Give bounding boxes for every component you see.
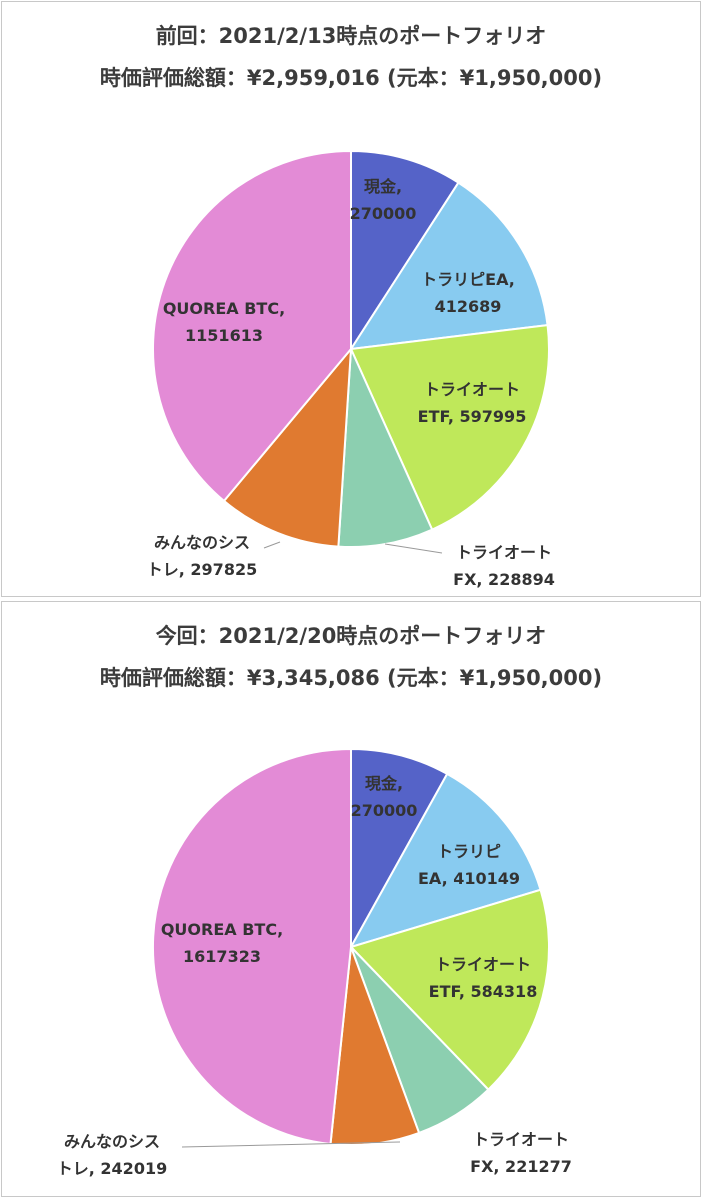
chart-panel-current: 今回：2021/2/20時点のポートフォリオ 時価評価総額：¥3,345,086…	[1, 601, 701, 1197]
data-label-line: トライオート	[456, 543, 552, 562]
data-label-line: 1617323	[183, 947, 261, 966]
data-label-line: 412689	[435, 297, 502, 316]
data-label-line: トラリピ	[437, 842, 501, 861]
data-label: トラリピ EA, 410149	[418, 842, 520, 888]
pie-slice	[350, 149, 460, 353]
data-label-line: QUOREA BTC,	[163, 299, 285, 318]
data-label-line: EA, 410149	[418, 869, 520, 888]
data-label: 現金, 270000	[350, 177, 417, 223]
chart-title: 前回：2021/2/13時点のポートフォリオ	[155, 24, 547, 48]
data-label-line: 1151613	[185, 326, 263, 345]
pie-chart-current: 現金, 270000 トラリピ EA, 410149 トライオート ETF, 584318…	[57, 747, 572, 1178]
pie-slice	[349, 323, 550, 531]
data-label-line: トライオート	[424, 380, 520, 399]
data-label-line: トライオート	[473, 1130, 569, 1149]
data-label-line: 現金,	[365, 774, 403, 793]
leader-line	[384, 543, 443, 554]
pie-slice	[349, 181, 549, 351]
data-label-line: トライオート	[435, 955, 531, 974]
data-label-line: トレ, 242019	[57, 1159, 167, 1178]
data-label-line: 270000	[350, 204, 417, 223]
pie-slice	[350, 747, 449, 951]
data-label-line: FX, 228894	[453, 570, 555, 589]
data-label: トライオート ETF, 584318	[429, 955, 538, 1001]
data-label: QUOREA BTC, 1151613	[163, 299, 285, 345]
data-label-line: みんなのシス	[154, 533, 250, 552]
data-label-line: トレ, 297825	[147, 560, 257, 579]
data-label: QUOREA BTC, 1617323	[161, 920, 283, 966]
chart-subtitle: 時価評価総額：¥2,959,016 (元本：¥1,950,000)	[99, 66, 603, 90]
data-label-line: 現金,	[364, 177, 402, 196]
data-label-line: ETF, 597995	[418, 407, 527, 426]
pie-slice	[222, 346, 353, 548]
data-label: みんなのシストレ, 297825	[147, 533, 257, 579]
data-label-line: トラリピEA,	[421, 270, 515, 289]
chart-title: 今回：2021/2/20時点のポートフォリオ	[155, 624, 547, 648]
leader-line	[263, 541, 281, 549]
data-label-line: FX, 221277	[470, 1157, 572, 1176]
data-label: トライオート ETF, 597995	[418, 380, 527, 426]
pie-slice	[349, 888, 551, 1092]
chart-panel-previous: 前回：2021/2/13時点のポートフォリオ 時価評価総額：¥2,959,016…	[1, 1, 701, 597]
data-label-line: ETF, 584318	[429, 982, 538, 1001]
chart-subtitle: 時価評価総額：¥3,345,086 (元本：¥1,950,000)	[99, 666, 603, 690]
data-label: トライオート FX, 221277	[470, 1130, 572, 1176]
pie-slice	[151, 149, 352, 503]
data-label-line: 270000	[351, 801, 418, 820]
data-label: 現金, 270000	[351, 774, 418, 820]
data-label: トライオート FX, 228894	[453, 543, 555, 589]
pie-slice	[151, 747, 352, 1146]
data-label: トラリピEA, 412689	[421, 270, 515, 316]
data-label: みんなのシストレ, 242019	[57, 1132, 167, 1178]
data-label-line: QUOREA BTC,	[161, 920, 283, 939]
leader-line	[181, 1141, 401, 1148]
data-label-line: みんなのシス	[64, 1132, 160, 1151]
